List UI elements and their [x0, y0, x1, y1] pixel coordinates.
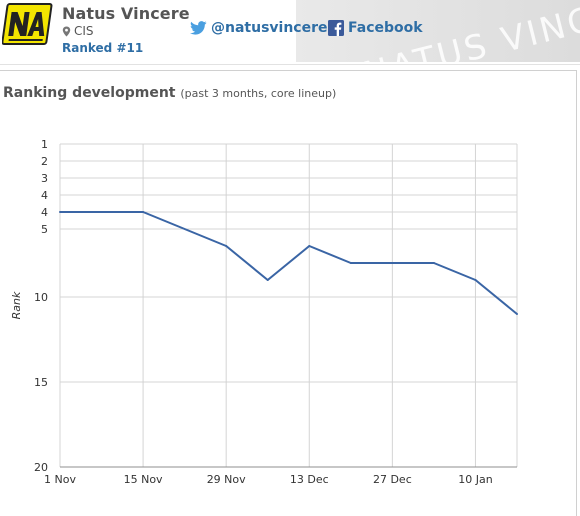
y-tick-label: 2 [41, 155, 48, 168]
x-tick-label: 29 Nov [207, 473, 246, 486]
rank-data-point[interactable] [142, 211, 145, 213]
rank-data-point[interactable] [308, 245, 311, 247]
rank-data-point[interactable] [432, 262, 435, 264]
y-tick-label: 15 [34, 376, 48, 389]
chart-title: Ranking development [3, 85, 176, 101]
rank-data-point[interactable] [59, 211, 61, 213]
x-tick-label: 13 Dec [290, 473, 329, 486]
facebook-link[interactable]: Facebook [328, 20, 423, 36]
rank-data-point[interactable] [474, 279, 477, 281]
rank-data-point[interactable] [516, 313, 518, 315]
rank-data-point[interactable] [266, 279, 269, 281]
header-banner: NATUS VINCERE [296, 0, 580, 62]
x-tick-label: 10 Jan [458, 473, 492, 486]
y-tick-label: 20 [34, 461, 48, 474]
header-divider [0, 64, 580, 65]
chart-subtitle: (past 3 months, core lineup) [180, 87, 337, 100]
twitter-icon [190, 21, 207, 35]
x-tick-label: 27 Dec [373, 473, 412, 486]
y-tick-label: 3 [41, 172, 48, 185]
banner-watermark: NATUS VINCERE [359, 0, 580, 62]
team-rank[interactable]: Ranked #11 [62, 41, 144, 55]
y-tick-label: 4 [41, 189, 48, 202]
twitter-handle: @natusvincere [211, 20, 328, 36]
y-tick-label: 1 [41, 138, 48, 151]
team-location: CIS [62, 24, 94, 38]
x-tick-label: 1 Nov [44, 473, 76, 486]
ranking-chart: 1 2 3 4 4 5 10 15 20 1 Nov 15 Nov 29 Nov 13 Dec 27 D… [10, 138, 518, 486]
chart-series [59, 211, 518, 315]
facebook-label: Facebook [348, 20, 423, 36]
x-axis-ticks: 1 Nov 15 Nov 29 Nov 13 Dec 27 Dec 10 Jan [44, 473, 493, 486]
rank-data-point[interactable] [349, 262, 352, 264]
team-logo [2, 3, 53, 45]
y-tick-label: 5 [41, 223, 48, 236]
team-location-text: CIS [74, 24, 94, 38]
chart-grid [59, 143, 518, 468]
team-header: NATUS VINCERE Natus Vincere CIS Ranked #… [0, 0, 580, 62]
rank-series-line [60, 211, 518, 315]
location-pin-icon [62, 26, 71, 36]
content-panel [0, 70, 577, 516]
facebook-icon [328, 20, 344, 36]
y-tick-label: 4 [41, 206, 48, 219]
y-tick-label: 10 [34, 291, 48, 304]
team-name: Natus Vincere [62, 4, 190, 23]
chart-heading: Ranking development (past 3 months, core… [3, 85, 336, 101]
y-axis-label: Rank [10, 291, 23, 319]
twitter-link[interactable]: @natusvincere [190, 20, 328, 36]
rank-data-point[interactable] [225, 245, 228, 247]
x-tick-label: 15 Nov [124, 473, 163, 486]
y-axis-ticks: 1 2 3 4 4 5 10 15 20 [34, 138, 48, 474]
